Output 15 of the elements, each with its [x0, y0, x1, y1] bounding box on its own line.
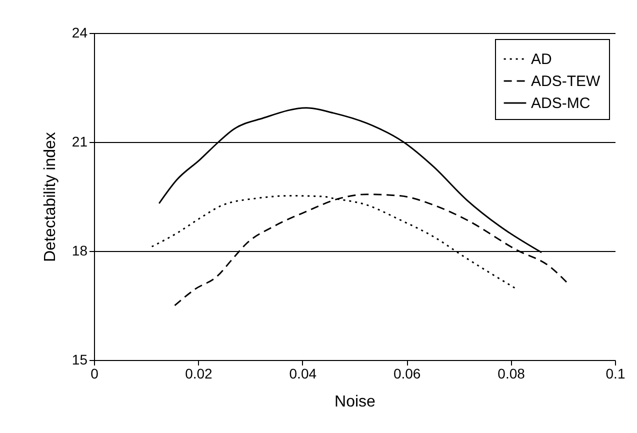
y-tick-label: 21 [72, 134, 88, 150]
legend-label: AD [531, 51, 552, 68]
x-axis-title: Noise [334, 394, 376, 410]
x-tick-label: 0.08 [498, 366, 526, 382]
x-tick-label: 0.06 [393, 366, 421, 382]
x-tick-label: 0.02 [185, 366, 213, 382]
x-tick-label: 0.04 [289, 366, 317, 382]
y-tick-label: 15 [72, 352, 88, 368]
y-tick-label: 18 [72, 242, 88, 258]
y-tick-label: 24 [72, 24, 88, 40]
y-axis-title: Detectability index [42, 132, 59, 262]
legend-label: ADS-MC [531, 95, 590, 112]
x-tick-label: 0 [90, 366, 99, 382]
legend-label: ADS-TEW [531, 73, 602, 90]
x-tick-label: 0.1 [606, 366, 626, 382]
